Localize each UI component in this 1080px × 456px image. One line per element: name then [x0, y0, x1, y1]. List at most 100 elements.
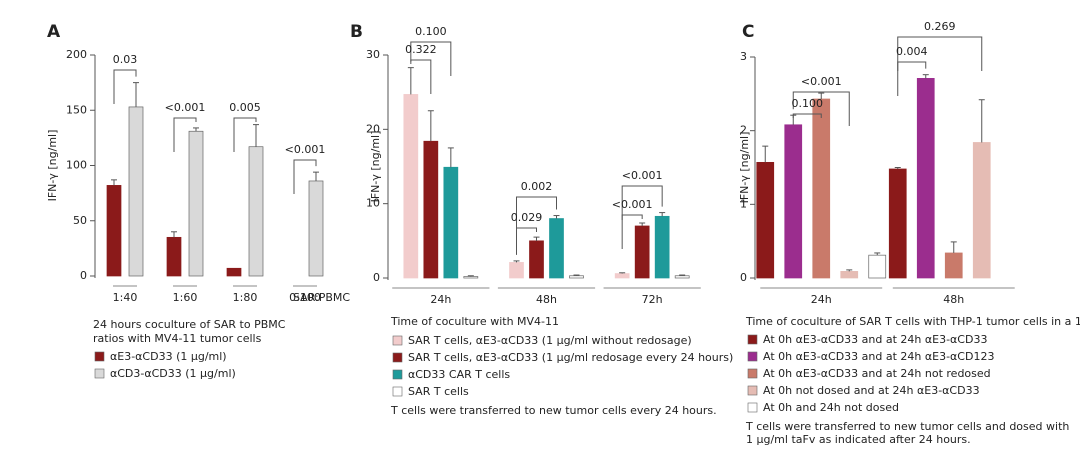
- significance-bracket: [516, 196, 557, 231]
- legend-swatch: [747, 334, 758, 345]
- bar: [166, 236, 182, 277]
- bar: [634, 225, 650, 279]
- legend-swatch: [392, 369, 403, 380]
- legend-label: αCD33 CAR T cells: [408, 368, 510, 381]
- legend-label: SAR T cells, αE3-αCD33 (1 μg/ml without …: [408, 334, 692, 347]
- legend-label: SAR T cells, αE3-αCD33 (1 μg/ml redosage…: [408, 351, 733, 364]
- legend-label: At 0h αE3-αCD33 and at 24h not redosed: [763, 367, 991, 380]
- bar: [549, 218, 564, 279]
- caption: ratios with MV4-11 tumor cells: [93, 332, 262, 345]
- p-value: <0.001: [285, 143, 326, 156]
- bar: [756, 161, 775, 279]
- legend-swatch: [392, 335, 403, 346]
- legend-label: αE3-αCD33 (1 μg/ml): [110, 350, 227, 363]
- note: T cells were transferred to new tumor ce…: [390, 404, 717, 417]
- significance-bracket: [792, 91, 850, 126]
- caption: 24 hours coculture of SAR to PBMC: [93, 318, 286, 331]
- p-value: 0.100: [792, 97, 824, 110]
- panel-letter: B: [350, 22, 363, 42]
- legend-swatch: [747, 402, 758, 413]
- y-tick-label: 2: [740, 124, 747, 137]
- legend-swatch: [747, 368, 758, 379]
- x-tick-label: 24h: [811, 293, 832, 306]
- x-tick-label: 1:40: [113, 291, 138, 304]
- bar: [569, 275, 584, 279]
- y-tick-label: 0: [373, 271, 380, 284]
- note: 1 μg/ml taFv as indicated after 24 hours…: [746, 433, 971, 446]
- p-value: <0.001: [165, 101, 206, 114]
- y-tick-label: 20: [366, 122, 380, 135]
- bar: [463, 276, 479, 279]
- y-tick-label: 50: [73, 214, 87, 227]
- bar: [529, 240, 544, 279]
- p-value: 0.029: [511, 211, 543, 224]
- y-tick-label: 100: [66, 159, 87, 172]
- x-tick-label: 48h: [536, 293, 557, 306]
- bar: [188, 130, 204, 277]
- legend-label: SAR T cells: [408, 385, 469, 398]
- y-axis-label: IFN-γ [ng/ml]: [738, 132, 751, 204]
- caption: Time of coculture with MV4-11: [390, 315, 559, 328]
- legend-label: At 0h and 24h not dosed: [763, 401, 899, 414]
- bar: [674, 275, 690, 279]
- y-axis-label: IFN-γ [ng/ml]: [46, 130, 59, 202]
- legend-label: At 0h not dosed and at 24h αE3-αCD33: [763, 384, 980, 397]
- legend-swatch: [392, 386, 403, 397]
- panel-letter: A: [47, 22, 61, 42]
- bar: [106, 185, 122, 277]
- bar: [128, 106, 144, 277]
- significance-bracket: [621, 185, 663, 220]
- y-tick-label: 150: [66, 103, 87, 116]
- p-value: <0.001: [612, 198, 653, 211]
- bar: [812, 98, 831, 279]
- x-tick-label: 0:100: [289, 291, 321, 304]
- legend-swatch: [392, 352, 403, 363]
- y-tick-label: 0: [740, 271, 747, 284]
- x-tick-label: 1:60: [173, 291, 198, 304]
- significance-bracket: [293, 159, 317, 194]
- p-value: 0.005: [229, 101, 261, 114]
- significance-bracket: [792, 113, 822, 118]
- significance-bracket: [516, 227, 537, 255]
- caption: Time of coculture of SAR T cells with TH…: [745, 315, 1080, 328]
- y-axis-label: IFN-γ [ng/ml]: [369, 131, 382, 203]
- panel-letter: C: [742, 22, 754, 42]
- p-value: 0.004: [896, 45, 928, 58]
- bar: [944, 252, 963, 279]
- legend-label: At 0h αE3-αCD33 and at 24h αE3-αCD33: [763, 333, 987, 346]
- bar: [509, 262, 524, 279]
- significance-bracket: [173, 117, 197, 152]
- x-tick-label: 72h: [642, 293, 663, 306]
- p-value: 0.03: [113, 53, 138, 66]
- x-tick-label: 24h: [430, 293, 451, 306]
- x-tick-label: 1:80: [233, 291, 258, 304]
- p-value: 0.322: [405, 43, 437, 56]
- significance-bracket: [897, 61, 927, 96]
- legend-label: αCD3-αCD33 (1 μg/ml): [110, 367, 236, 380]
- bar: [654, 215, 670, 279]
- significance-bracket: [621, 214, 643, 249]
- legend-swatch: [747, 351, 758, 362]
- p-value: 0.100: [415, 25, 447, 38]
- y-tick-label: 1: [740, 197, 747, 210]
- bar: [916, 78, 935, 279]
- bar: [614, 273, 630, 279]
- significance-bracket: [113, 69, 137, 104]
- bar: [840, 271, 859, 279]
- legend-swatch: [94, 368, 105, 379]
- bar: [423, 140, 439, 279]
- x-tick-label: 48h: [943, 293, 964, 306]
- bar: [888, 168, 907, 279]
- legend-label: At 0h αE3-αCD33 and at 24h αE3-αCD123: [763, 350, 994, 363]
- bar: [784, 124, 803, 279]
- y-tick-label: 200: [66, 48, 87, 61]
- y-tick-label: 3: [740, 50, 747, 63]
- bar: [443, 166, 459, 279]
- significance-bracket: [410, 59, 432, 94]
- y-tick-label: 10: [366, 197, 380, 210]
- legend-swatch: [94, 351, 105, 362]
- bar: [248, 146, 264, 277]
- y-tick-label: 0: [80, 269, 87, 282]
- note: T cells were transferred to new tumor ce…: [745, 420, 1069, 433]
